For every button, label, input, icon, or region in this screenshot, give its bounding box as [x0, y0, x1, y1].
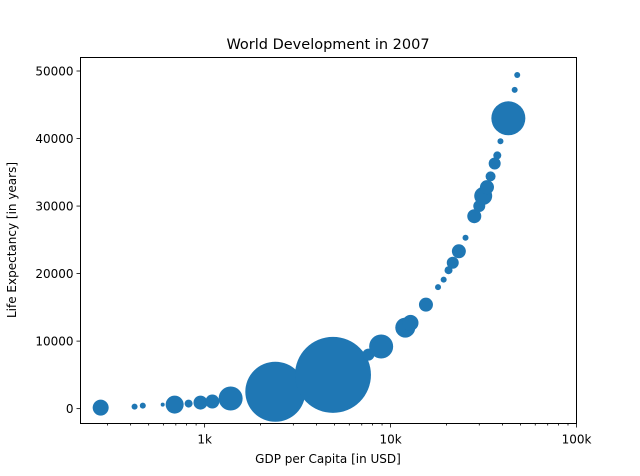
data-point — [245, 361, 306, 422]
data-point — [294, 336, 371, 413]
y-tick-label: 30000 — [35, 200, 73, 214]
data-point — [418, 297, 433, 312]
x-axis: 1k 10k 100k — [107, 423, 592, 447]
data-point — [369, 334, 394, 359]
data-point — [497, 138, 504, 145]
chart-title: World Development in 2007 — [226, 37, 429, 53]
y-tick-label: 20000 — [35, 267, 73, 281]
y-axis-label: Life Expectancy [in years] — [5, 162, 19, 318]
data-point — [131, 403, 138, 410]
data-point — [435, 284, 442, 291]
data-point — [184, 399, 193, 408]
y-tick-label: 10000 — [35, 335, 73, 349]
data-point — [446, 256, 459, 269]
data-point — [205, 394, 220, 409]
data-point — [493, 151, 502, 160]
data-point — [462, 234, 469, 241]
points-group — [92, 72, 526, 422]
data-point — [488, 157, 501, 170]
data-point — [92, 399, 109, 416]
x-axis-label: GDP per Capita [in USD] — [255, 452, 401, 466]
data-point — [514, 72, 521, 79]
data-point — [485, 171, 496, 182]
data-point — [479, 180, 494, 195]
y-tick-label: 50000 — [35, 65, 73, 79]
data-point — [193, 395, 208, 410]
data-point — [467, 209, 482, 224]
data-point — [511, 86, 518, 93]
data-point — [139, 402, 146, 409]
y-tick-label: 40000 — [35, 132, 73, 146]
data-point — [402, 314, 419, 331]
data-point — [160, 402, 165, 407]
plot-frame — [80, 57, 577, 424]
data-point — [165, 395, 184, 414]
y-tick-label: 0 — [66, 402, 74, 416]
y-axis: 0 10000 20000 30000 40000 50000 — [35, 65, 81, 416]
x-tick-label: 10k — [379, 433, 401, 447]
data-point — [491, 101, 526, 136]
x-tick-label: 100k — [562, 433, 592, 447]
data-point — [451, 244, 466, 259]
data-point — [218, 386, 243, 411]
data-point — [440, 276, 447, 283]
x-tick-label: 1k — [197, 433, 212, 447]
